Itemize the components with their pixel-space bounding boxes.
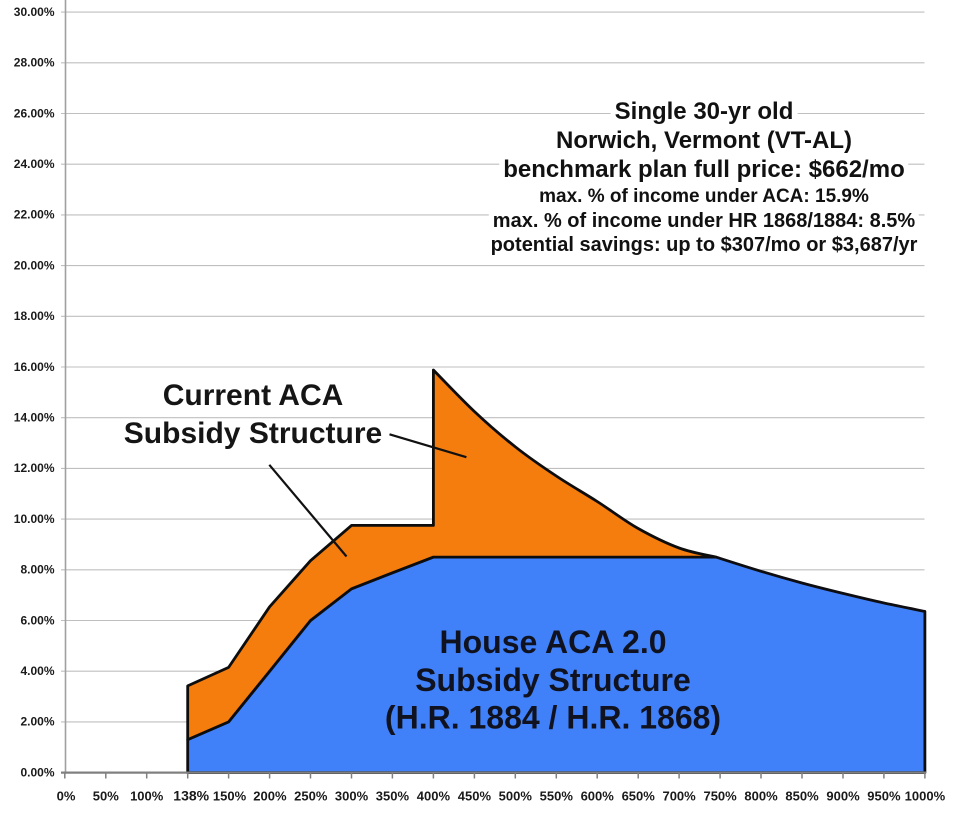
svg-text:6.00%: 6.00% <box>20 613 54 627</box>
svg-text:18.00%: 18.00% <box>14 309 55 323</box>
svg-text:400%: 400% <box>417 789 451 804</box>
svg-text:(H.R. 1884 / H.R. 1868): (H.R. 1884 / H.R. 1868) <box>385 700 721 736</box>
svg-text:300%: 300% <box>335 789 369 804</box>
svg-text:50%: 50% <box>93 789 119 804</box>
svg-text:0%: 0% <box>57 789 76 804</box>
svg-text:10.00%: 10.00% <box>14 512 55 526</box>
svg-text:14.00%: 14.00% <box>14 411 55 425</box>
svg-text:20.00%: 20.00% <box>14 258 55 272</box>
svg-text:16.00%: 16.00% <box>14 360 55 374</box>
svg-text:500%: 500% <box>499 789 533 804</box>
svg-text:8.00%: 8.00% <box>20 563 54 577</box>
svg-text:350%: 350% <box>376 789 410 804</box>
svg-text:650%: 650% <box>622 789 656 804</box>
svg-text:1000%: 1000% <box>905 789 946 804</box>
svg-text:30.00%: 30.00% <box>14 5 55 19</box>
svg-text:4.00%: 4.00% <box>20 664 54 678</box>
svg-text:750%: 750% <box>703 789 737 804</box>
svg-text:138%: 138% <box>173 788 209 804</box>
svg-text:22.00%: 22.00% <box>14 208 55 222</box>
svg-text:Current ACA: Current ACA <box>163 379 344 412</box>
svg-text:200%: 200% <box>253 789 287 804</box>
svg-text:House ACA 2.0: House ACA 2.0 <box>439 624 666 660</box>
svg-text:100%: 100% <box>130 789 164 804</box>
svg-text:0.00%: 0.00% <box>20 765 54 779</box>
svg-text:26.00%: 26.00% <box>14 106 55 120</box>
svg-text:550%: 550% <box>540 789 574 804</box>
svg-text:950%: 950% <box>867 789 901 804</box>
svg-text:850%: 850% <box>785 789 819 804</box>
svg-text:900%: 900% <box>826 789 860 804</box>
svg-text:700%: 700% <box>662 789 696 804</box>
svg-text:24.00%: 24.00% <box>14 157 55 171</box>
svg-text:28.00%: 28.00% <box>14 56 55 70</box>
svg-text:2.00%: 2.00% <box>20 715 54 729</box>
svg-text:Subsidy Structure: Subsidy Structure <box>124 417 382 450</box>
svg-text:250%: 250% <box>294 789 328 804</box>
svg-text:12.00%: 12.00% <box>14 461 55 475</box>
svg-text:450%: 450% <box>458 789 492 804</box>
svg-text:600%: 600% <box>581 789 615 804</box>
svg-text:150%: 150% <box>213 789 247 804</box>
svg-text:Subsidy Structure: Subsidy Structure <box>415 662 691 698</box>
svg-text:800%: 800% <box>744 789 778 804</box>
